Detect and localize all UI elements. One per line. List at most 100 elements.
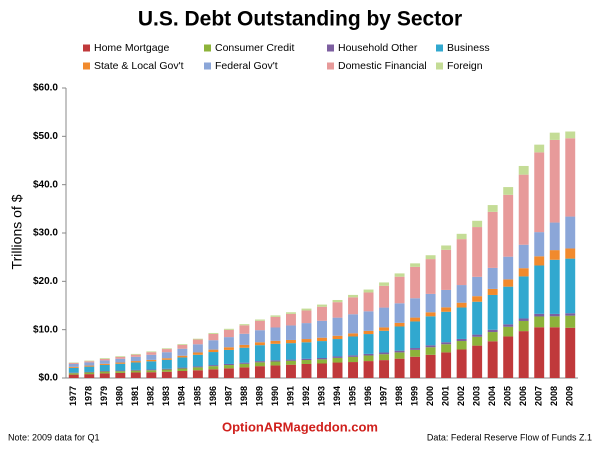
bar-segment	[565, 248, 576, 259]
x-tick-label: 1986	[208, 386, 218, 406]
bar-segment	[363, 292, 374, 312]
bar-segment	[456, 307, 467, 339]
x-tick-label: 2002	[456, 386, 466, 406]
bar-segment	[223, 368, 234, 378]
bar-segment	[208, 340, 219, 350]
bar-segment	[130, 362, 141, 370]
bar-segment	[115, 356, 126, 359]
bar-segment	[270, 361, 281, 366]
bar-segment	[472, 336, 483, 346]
bar-segment	[177, 368, 188, 371]
x-tick-label: 1988	[239, 386, 249, 406]
bar-segment	[518, 276, 529, 319]
note: Note: 2009 data for Q1	[8, 432, 100, 442]
bar-segment	[332, 317, 343, 336]
legend-swatch	[204, 44, 211, 52]
x-tick-label: 1980	[115, 386, 125, 406]
bar-segment	[146, 351, 157, 353]
bar-segment	[410, 317, 421, 322]
bar-segment	[115, 363, 126, 371]
bar-segment	[286, 339, 296, 344]
bar-segment	[549, 259, 560, 314]
bar-segment	[425, 259, 436, 294]
bar-segment	[410, 266, 421, 299]
bar-segment	[223, 328, 234, 330]
bar-segment	[161, 368, 172, 370]
bar-segment	[146, 361, 157, 370]
x-tick-label: 2006	[518, 386, 528, 406]
bar-segment	[254, 320, 265, 331]
bar-segment	[208, 349, 219, 353]
bar-segment	[99, 370, 110, 372]
legend-label: Business	[447, 42, 490, 54]
x-tick-label: 1998	[394, 386, 404, 406]
bar-segment	[503, 336, 514, 378]
x-tick-label: 2008	[549, 386, 559, 406]
bar-segment	[161, 352, 172, 359]
bar-segment	[565, 138, 576, 217]
bar-segment	[115, 358, 126, 363]
bar-segment	[534, 265, 545, 314]
bar-segment	[565, 315, 576, 328]
bar-segment	[425, 312, 436, 317]
bar-segment	[84, 362, 95, 366]
bar-segment	[379, 330, 390, 353]
bar-segment	[301, 363, 312, 378]
bar-segment	[317, 337, 327, 342]
bar-segment	[441, 307, 452, 312]
bar-segment	[317, 304, 327, 307]
bar-segment	[239, 324, 250, 326]
bar-segment	[301, 308, 312, 311]
bar-segment	[425, 347, 436, 355]
bar-segment	[208, 365, 219, 367]
bar-segment	[192, 354, 203, 367]
bar-segment	[394, 326, 405, 351]
bar-segment	[518, 244, 529, 269]
bar-segment	[456, 233, 467, 240]
bar-segment	[487, 332, 498, 342]
bar-segment	[487, 211, 498, 268]
bar-segment	[192, 370, 203, 378]
legend-swatch	[327, 62, 334, 70]
bar-segment	[254, 342, 265, 346]
bar-segment	[549, 132, 560, 140]
bar-segment	[379, 285, 390, 308]
bar-segment	[301, 358, 312, 361]
legend-label: Federal Gov't	[215, 60, 278, 72]
bar-segment	[192, 366, 203, 368]
bar-segment	[223, 349, 234, 364]
bar-segment	[130, 361, 141, 363]
bar-segment	[363, 311, 374, 331]
bar-segment	[534, 313, 545, 317]
bar-segment	[363, 355, 374, 362]
legend-label: Domestic Financial	[338, 60, 427, 72]
bar-segment	[223, 337, 234, 348]
y-tick-label: $50.0	[33, 131, 58, 142]
bar-segment	[518, 320, 529, 332]
bar-segment	[286, 360, 296, 365]
bar-segment	[115, 372, 126, 378]
bar-segment	[84, 366, 95, 372]
bar-segment	[441, 344, 452, 353]
bar-segment	[425, 316, 436, 346]
bar-segment	[286, 364, 296, 378]
bar-segment	[456, 338, 467, 342]
legend-label: State & Local Gov't	[94, 60, 184, 72]
legend-swatch	[204, 62, 211, 70]
bar-segment	[565, 216, 576, 249]
bar-segment	[348, 362, 358, 378]
bar-segment	[99, 358, 110, 359]
bar-segment	[301, 339, 312, 343]
bar-segment	[68, 363, 79, 367]
bar-segment	[99, 363, 110, 365]
y-tick-label: $30.0	[33, 228, 58, 239]
bar-segment	[441, 342, 452, 345]
bar-segment	[161, 371, 172, 378]
x-tick-label: 2003	[472, 386, 482, 406]
bar-segment	[130, 356, 141, 362]
bar-segment	[472, 276, 483, 297]
bar-segment	[379, 352, 390, 355]
bar-segment	[208, 369, 219, 378]
x-tick-label: 2004	[487, 386, 497, 406]
bar-segment	[286, 312, 296, 314]
